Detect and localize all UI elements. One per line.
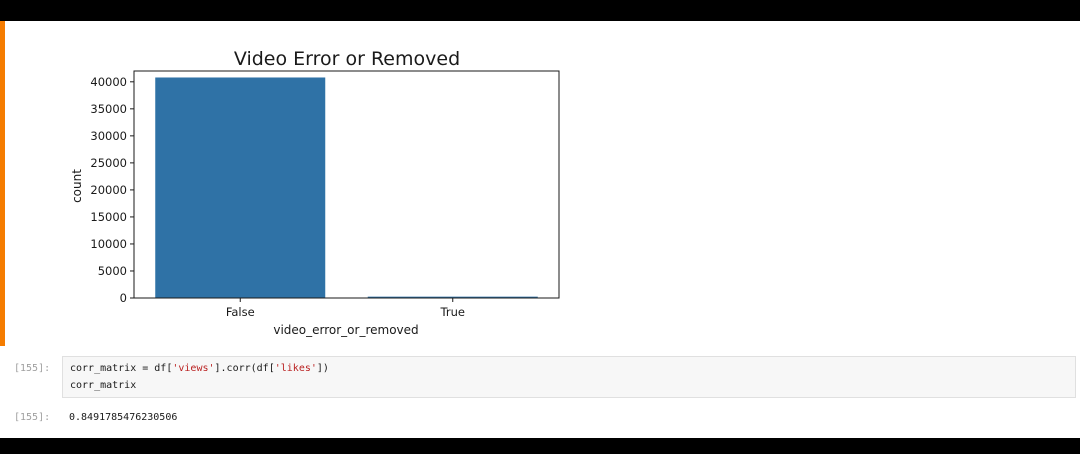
code-string: 'likes' xyxy=(274,363,317,374)
bars xyxy=(155,77,538,298)
input-prompt: [155]: xyxy=(14,363,51,374)
y-axis-ticks: 0 5000 10000 15000 20000 25000 30000 35000 40000 xyxy=(90,75,134,305)
output-prompt: [155]: xyxy=(14,412,51,423)
y-tick-label: 0 xyxy=(120,291,127,305)
y-tick-label: 15000 xyxy=(90,210,127,224)
bar-true xyxy=(367,296,538,298)
plot-frame xyxy=(133,70,560,299)
x-tick-label: False xyxy=(226,305,255,319)
code-line-2: corr_matrix xyxy=(70,380,137,391)
code-cell-input[interactable]: corr_matrix = df['views'].corr(df['likes… xyxy=(62,356,1076,398)
cell-output: 0.8491785476230506 xyxy=(69,412,178,423)
y-tick-label: 20000 xyxy=(90,183,127,197)
y-tick-label: 40000 xyxy=(90,75,127,89)
x-axis-ticks: False True xyxy=(226,298,465,319)
bar-false xyxy=(155,77,326,298)
y-tick-label: 30000 xyxy=(90,129,127,143)
code-token: corr_matrix = df[ xyxy=(70,363,173,374)
bar-chart: Video Error or Removed 0 5000 10000 15000 20… xyxy=(70,48,560,337)
y-tick-label: 5000 xyxy=(98,264,127,278)
code-token: ].corr(df[ xyxy=(214,363,275,374)
active-cell-indicator xyxy=(0,21,5,346)
y-tick-label: 35000 xyxy=(90,102,127,116)
code-token: ]) xyxy=(316,363,329,374)
y-axis-label: count xyxy=(70,169,84,203)
code-string: 'views' xyxy=(172,363,215,374)
x-tick-label: True xyxy=(440,305,465,319)
x-axis-label: video_error_or_removed xyxy=(273,323,418,337)
notebook-area: Video Error or Removed 0 5000 10000 15000 20… xyxy=(0,21,1080,438)
chart-title: Video Error or Removed xyxy=(234,48,460,70)
y-tick-label: 25000 xyxy=(90,156,127,170)
y-tick-label: 10000 xyxy=(90,237,127,251)
code-line-1: corr_matrix = df['views'].corr(df['likes… xyxy=(70,363,329,374)
